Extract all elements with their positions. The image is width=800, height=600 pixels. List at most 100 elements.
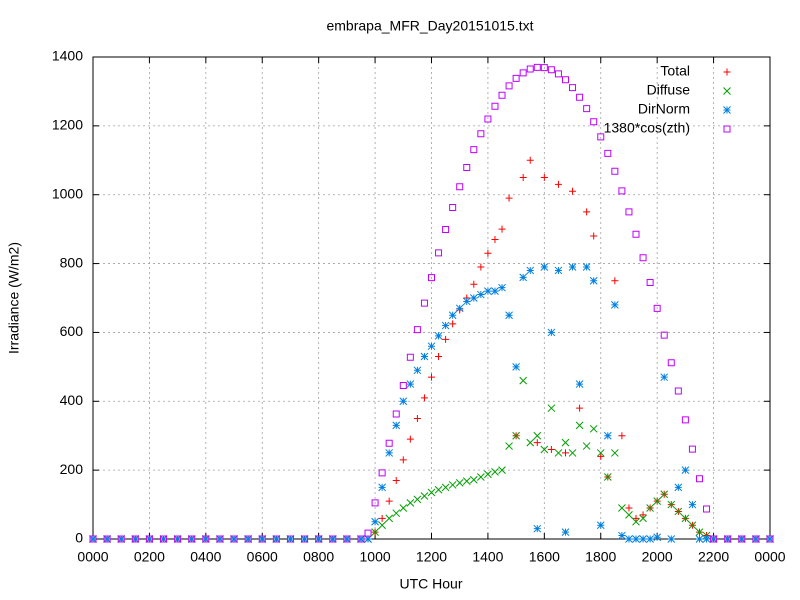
data-point [145,535,154,543]
data-point [491,287,499,295]
data-point [723,535,732,543]
data-point [533,524,542,533]
data-point [469,475,478,484]
data-point [216,535,224,543]
data-point [561,449,569,457]
data-point [632,517,640,526]
legend-marker [723,87,731,95]
data-point [596,449,605,457]
data-point [639,254,647,262]
data-point [554,449,563,457]
data-point [533,431,542,440]
data-point [667,500,676,509]
data-point [159,535,168,543]
data-point [724,535,732,543]
data-point [681,416,689,424]
data-point [702,535,711,543]
data-point [512,74,520,82]
data-point [434,485,443,494]
data-point [385,514,394,523]
data-point [632,230,640,238]
data-point [695,535,704,543]
data-point [512,431,520,440]
data-point [328,535,337,543]
data-point [392,476,400,484]
data-point [519,174,527,181]
data-point [540,174,548,181]
data-point [738,535,746,543]
data-point [463,164,471,172]
data-point [554,70,562,78]
data-point [462,477,471,486]
data-point [491,102,499,110]
data-point [646,279,654,287]
data-point [428,274,435,282]
data-point [434,332,443,340]
data-point [448,481,457,489]
x-axis-label: UTC Hour [399,576,462,592]
x-tick-label: 0000 [77,549,108,565]
data-point [597,133,605,141]
data-point [583,208,591,216]
data-point [667,359,675,367]
x-tick-label: 0200 [134,549,165,565]
data-point [449,320,457,328]
y-tick-label: 800 [60,254,84,270]
data-point [174,535,182,543]
data-point [173,535,182,543]
data-point [660,373,669,382]
x-tick-label: 1200 [416,549,447,565]
data-point [688,521,697,530]
legend-label: Total [660,63,690,79]
data-point [470,280,478,288]
data-point [491,468,499,476]
data-point [357,535,365,543]
data-point [442,335,450,343]
data-point [244,535,252,543]
x-tick-label: 0600 [247,549,278,565]
data-point [484,470,492,479]
data-point [618,504,626,512]
data-point [632,514,640,522]
data-point [660,490,669,499]
data-point [653,533,662,542]
data-point [371,528,379,536]
x-tick-label: 2000 [642,549,673,565]
data-point [201,535,210,543]
data-point [435,249,443,257]
data-point [378,483,386,492]
data-point [131,535,139,543]
data-point [428,373,435,381]
data-point [681,514,690,523]
data-point [547,66,555,74]
data-point [477,473,485,481]
x-tick-label: 0800 [303,549,334,565]
data-point [569,187,577,195]
data-point [653,497,662,505]
data-point [406,353,414,361]
data-point [103,535,111,543]
y-tick-label: 1000 [52,185,83,201]
data-point [582,263,591,271]
data-point [371,517,379,526]
data-point [575,380,584,388]
data-point [533,63,541,71]
data-point [300,535,309,543]
data-point [590,232,598,240]
legend-marker [723,125,731,133]
data-point [435,353,443,361]
data-point [540,64,548,72]
data-point [413,326,421,334]
data-point [343,535,351,543]
data-point [533,439,541,447]
data-point [590,118,598,126]
data-point [618,432,626,440]
y-tick-label: 400 [60,392,84,408]
data-point [188,535,196,543]
data-point [625,535,633,543]
data-point [547,404,556,413]
data-point [561,76,569,84]
data-point [378,514,386,522]
data-point [399,381,407,389]
